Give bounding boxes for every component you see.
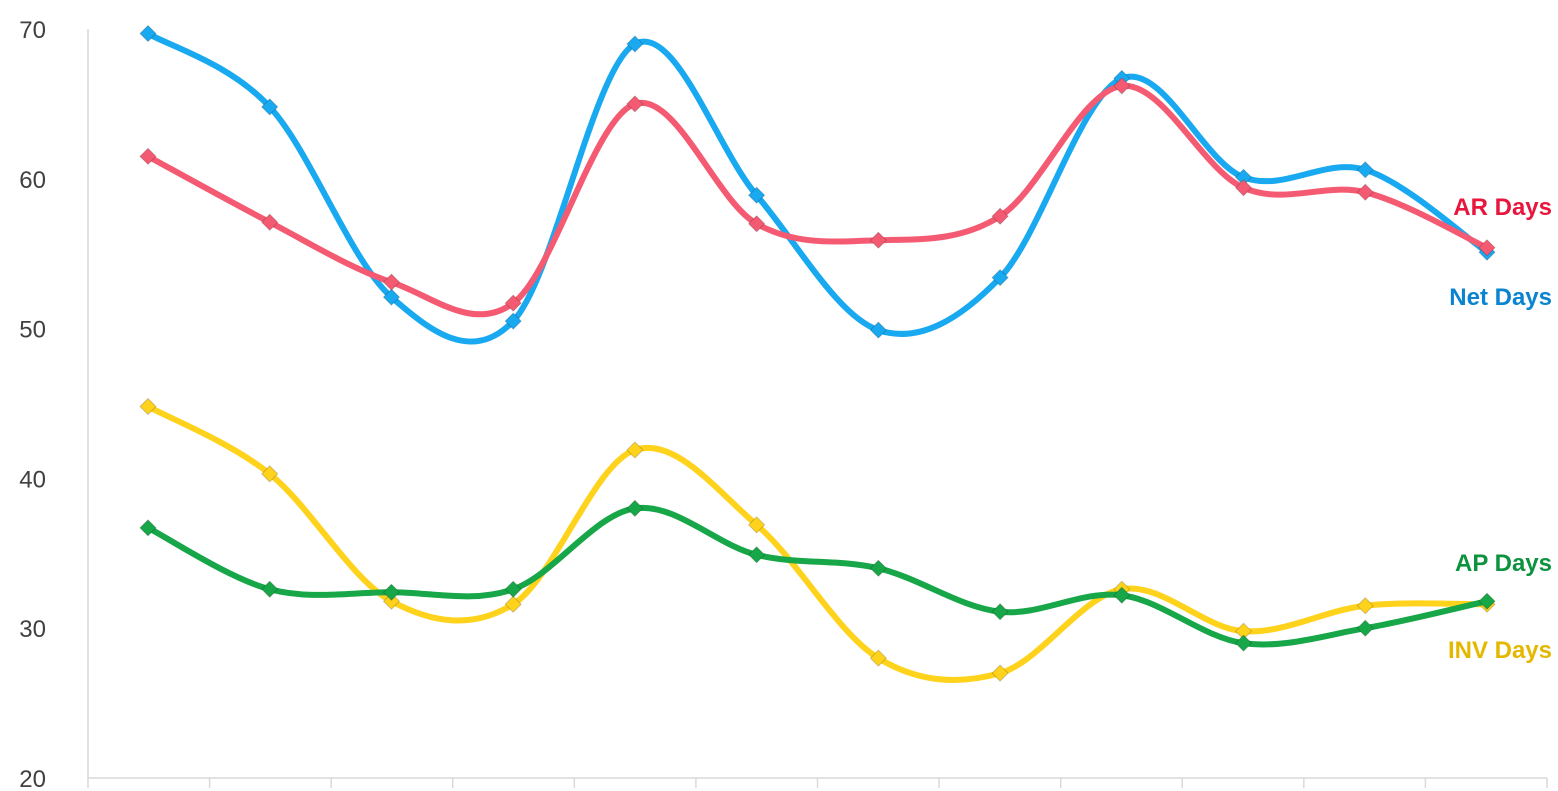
data-point-marker [139, 147, 157, 166]
data-point-marker [261, 465, 279, 483]
data-point-marker [869, 649, 888, 667]
data-point-marker [626, 499, 644, 518]
y-tick-label: 60 [19, 167, 46, 194]
data-point-marker [382, 592, 401, 610]
data-point-marker [869, 559, 888, 577]
series-label-inv-days: INV Days [1448, 637, 1552, 664]
y-tick-label: 40 [19, 466, 46, 493]
data-point-marker [626, 35, 644, 53]
data-point-marker [1478, 592, 1496, 610]
data-point-marker [747, 215, 766, 233]
data-point-marker [1356, 183, 1374, 201]
series-layer [139, 24, 1496, 683]
data-point-marker [747, 546, 766, 564]
series-line [145, 30, 1490, 345]
data-point-marker [139, 397, 157, 416]
data-point-marker [869, 231, 888, 249]
series-line [145, 504, 1490, 648]
data-point-marker [747, 186, 766, 204]
data-point-marker [382, 583, 401, 601]
data-point-marker [504, 595, 522, 613]
data-point-marker [382, 273, 401, 291]
series-ar-days [139, 77, 1496, 318]
data-point-marker [991, 207, 1009, 225]
data-point-marker [139, 519, 157, 537]
series-net-days [139, 24, 1496, 345]
y-tick-label: 70 [19, 17, 46, 44]
data-point-marker [261, 580, 279, 598]
data-point-marker [1356, 619, 1374, 637]
data-point-marker [261, 98, 279, 116]
data-point-marker [1478, 239, 1496, 257]
series-line [145, 403, 1490, 683]
y-tick-label: 50 [19, 317, 46, 344]
chart-axes: 20 30 40 50 60 70 [19, 17, 1548, 791]
data-point-marker [1113, 77, 1131, 95]
data-point-marker [991, 603, 1009, 621]
series-ap-days [139, 499, 1496, 652]
data-point-marker [504, 312, 522, 330]
data-point-marker [991, 664, 1009, 682]
data-point-marker [261, 213, 279, 231]
series-label-layer: Net Days AR Days INV Days AP Days [1448, 194, 1552, 664]
data-point-marker [504, 580, 522, 598]
data-point-marker [1113, 586, 1131, 604]
series-label-ar-days: AR Days [1453, 194, 1552, 221]
data-point-marker [626, 441, 644, 459]
data-point-marker [1356, 597, 1374, 615]
data-point-marker [747, 516, 766, 534]
data-point-marker [1234, 179, 1253, 197]
data-point-marker [1356, 161, 1374, 179]
y-tick-label: 30 [19, 616, 46, 643]
data-point-marker [382, 288, 401, 306]
data-point-marker [626, 95, 644, 113]
data-point-marker [139, 24, 157, 43]
data-point-marker [1234, 634, 1253, 652]
data-point-marker [869, 321, 888, 339]
y-tick-label: 20 [19, 766, 46, 791]
series-inv-days [139, 397, 1496, 683]
series-label-ap-days: AP Days [1455, 550, 1552, 577]
data-point-marker [991, 268, 1009, 287]
data-point-marker [504, 294, 522, 312]
series-label-net-days: Net Days [1449, 284, 1552, 311]
